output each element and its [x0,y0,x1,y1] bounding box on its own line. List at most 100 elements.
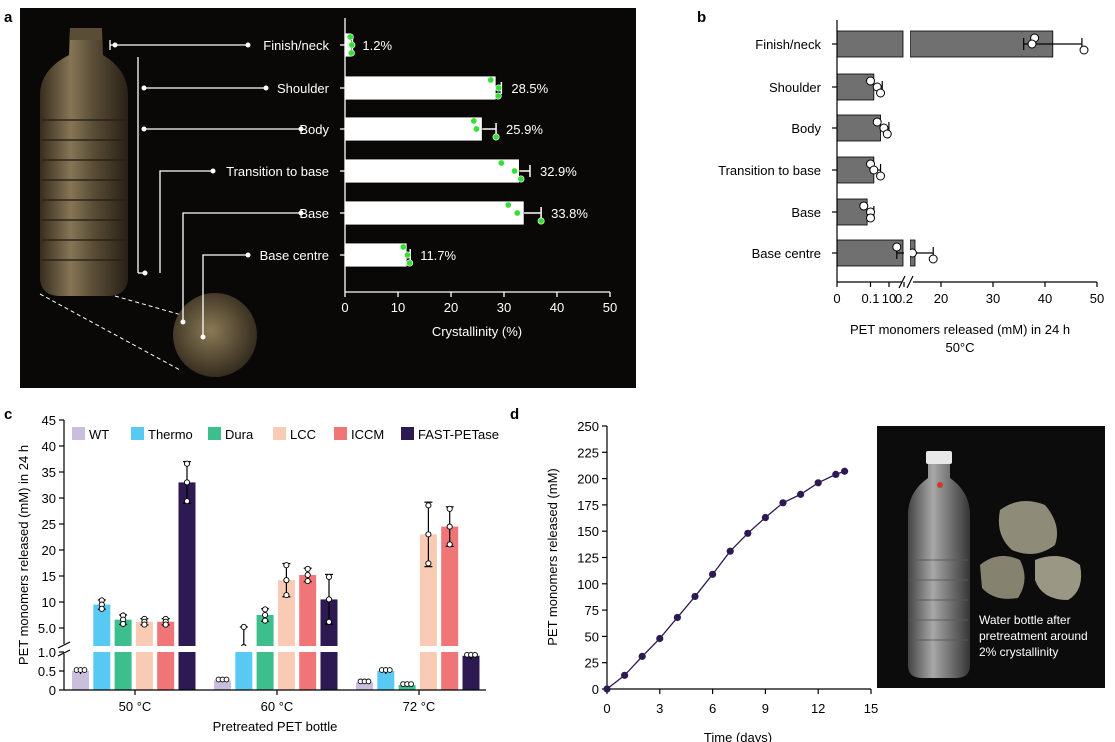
a-data-point [492,133,500,141]
b-axis-break-gap [904,20,910,282]
c-data-point [283,577,290,584]
b-x-axis-label: PET monomers released (mM) in 24 h [850,322,1070,337]
c-data-point [386,667,393,673]
a-value-label: 1.2% [362,38,392,53]
b-x-tick-label: 20 [934,291,948,306]
a-data-point [511,167,519,175]
c-legend-swatch [273,427,286,440]
c-legend-label: ICCM [351,427,384,442]
c-data-point [262,611,269,619]
c-data-point [283,562,290,569]
c-data-point [472,651,478,658]
c-bar-lower [135,652,153,690]
d-y-tick-label: 200 [577,472,599,487]
c-bar [356,682,373,690]
d-x-tick-label: 15 [864,701,878,716]
c-data-point [183,498,191,505]
c-bar [178,482,196,646]
c-bar [277,580,295,646]
c-data-point [240,623,247,631]
c-bar [135,621,153,646]
a-bar [344,200,525,226]
c-data-point [262,617,269,624]
d-y-tick-label: 0 [592,682,599,697]
d-y-tick-label: 225 [577,445,599,460]
b-x-tick-label: 0.1 [861,291,879,306]
c-bar-lower [93,652,111,690]
c-data-point [183,460,191,467]
c-legend-label: FAST-PETase [418,427,499,442]
c-data-point [425,502,432,509]
a-value-label: 25.9% [506,122,543,137]
c-bar-lower [114,652,132,690]
d-data-point [761,513,770,522]
c-bar-lower [256,652,274,690]
leader-lines [109,40,301,337]
a-x-axis-label: Crystallinity (%) [432,324,522,339]
c-y-tick-label: 0 [49,683,56,698]
c-y-tick-label: 40 [42,439,56,454]
a-bar [344,158,520,184]
panel-a: a [4,8,636,388]
c-bar [377,671,395,690]
c-data-point [183,479,191,486]
c-y-tick-label: 10 [42,595,56,610]
c-y-tick-label: 5.0 [38,621,56,636]
c-data-point [304,565,311,572]
a-data-point [348,41,356,49]
photo-caption-line3: 2% crystallinity [979,645,1058,659]
c-data-point [446,523,453,530]
c-y-tick-label: 25 [42,517,56,532]
d-data-point [744,529,752,537]
panel-d: d 0 25 50 75 100 125 150 175 200 225 250 0 3 6 9 12 15 Ti… [510,406,1105,742]
c-legend-swatch [72,427,85,440]
b-category-label: Finish/neck [755,37,821,52]
a-data-point [487,76,495,84]
c-legend-swatch [334,427,347,440]
c-break-mark [57,641,71,649]
c-bar [157,621,175,646]
a-category-label: Base [299,206,329,221]
a-data-point [494,92,502,100]
d-y-tick-label: 150 [577,524,599,539]
b-data-point [882,129,892,139]
b-category-label: Base [791,205,821,220]
c-bar [72,671,89,690]
a-category-label: Shoulder [277,81,330,96]
a-data-point [472,125,480,133]
b-category-label: Body [791,121,821,136]
c-bar [462,655,480,690]
bottle-photo [39,28,257,377]
c-bar-lower [299,652,317,690]
b-x-tick-label: 50 [1090,291,1104,306]
panel-b: b Finish/neck Shoulder Body Transition to b… [697,9,1104,355]
b-x-tick-label: 10 [882,291,896,306]
c-y-tick-label: 20 [42,543,56,558]
c-data-point [223,676,230,683]
d-data-point [726,547,734,555]
panel-label-c: c [4,406,12,423]
c-data-point [325,618,333,625]
a-data-point [517,175,525,183]
d-y-tick-label: 25 [585,656,599,671]
c-bar-lower [235,652,253,690]
b-data-point [876,88,886,98]
a-bar [344,75,497,101]
c-y-tick-label: 45 [42,413,56,428]
c-data-point [120,620,127,627]
c-break-mark [57,649,71,657]
c-legend-label: WT [89,427,109,442]
d-x-tick-label: 9 [762,701,769,716]
b-data-point [866,213,875,223]
b-x-axis-label-2: 50°C [945,340,974,355]
d-data-point [656,634,664,643]
c-data-point [408,681,414,687]
d-y-tick-label: 175 [577,498,599,513]
b-data-point [876,171,886,181]
photo-caption-line1: Water bottle after [979,613,1071,627]
c-bar [214,680,231,690]
d-data-point [638,652,646,660]
a-data-point [404,251,412,259]
c-bar [398,685,416,690]
a-value-label: 11.7% [420,248,456,263]
